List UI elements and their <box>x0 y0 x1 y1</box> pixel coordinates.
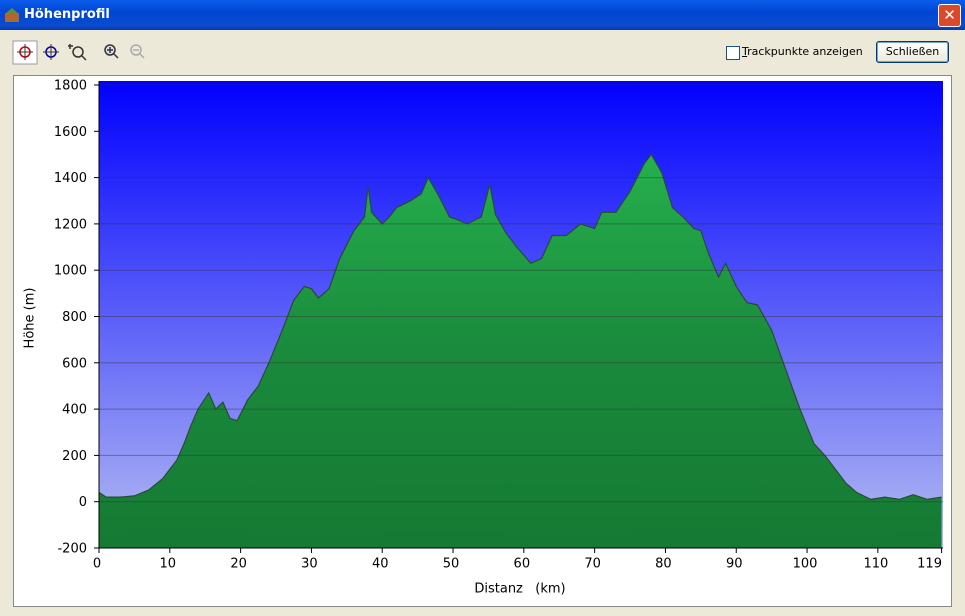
y-tick-label: 600 <box>62 356 87 371</box>
close-window[interactable]: ✕ <box>938 4 961 27</box>
y-tick-label: 0 <box>79 495 87 510</box>
y-tick-label: 400 <box>62 403 87 418</box>
x-axis-label: Distanz (km) <box>474 582 565 597</box>
x-tick-label: 50 <box>443 557 460 572</box>
close-button[interactable]: Schließen <box>876 41 949 63</box>
x-tick-label: 119 <box>917 557 942 572</box>
y-tick-label: -200 <box>57 542 87 557</box>
y-axis-label: Höhe (m) <box>23 288 38 349</box>
trackpoints-checkbox[interactable] <box>726 46 740 60</box>
x-tick-label: 60 <box>514 557 531 572</box>
x-tick-label: 70 <box>584 557 601 572</box>
y-tick-label: 800 <box>62 310 87 325</box>
x-tick-label: 110 <box>863 557 888 572</box>
crosshair-tool-2[interactable] <box>43 44 59 60</box>
app-icon <box>5 8 19 22</box>
title-bar: Höhenprofil ✕ <box>0 0 965 30</box>
y-tick-label: 1600 <box>54 125 87 140</box>
y-tick-label: 1200 <box>54 217 87 232</box>
x-tick-label: 40 <box>372 557 389 572</box>
x-tick-label: 20 <box>230 557 247 572</box>
y-tick-label: 1400 <box>54 171 87 186</box>
y-tick-label: 200 <box>62 449 87 464</box>
window-title: Höhenprofil <box>24 7 110 22</box>
zoom-out[interactable] <box>130 44 145 59</box>
x-tick-label: 10 <box>160 557 177 572</box>
y-tick-label: 1800 <box>54 79 87 94</box>
y-tick-label: 1000 <box>54 264 87 279</box>
zoom-in[interactable] <box>104 44 119 59</box>
x-tick-label: 90 <box>726 557 743 572</box>
x-tick-label: 0 <box>93 557 101 572</box>
zoom-select[interactable] <box>68 44 87 61</box>
x-tick-label: 100 <box>793 557 818 572</box>
elevation-area <box>99 154 942 548</box>
elevation-line <box>98 153 942 501</box>
x-tick-label: 30 <box>301 557 318 572</box>
x-tick-label: 80 <box>655 557 672 572</box>
checkbox-label[interactable]: Trackpunkte anzeigen <box>742 45 863 58</box>
toolbar-icons <box>12 40 145 65</box>
